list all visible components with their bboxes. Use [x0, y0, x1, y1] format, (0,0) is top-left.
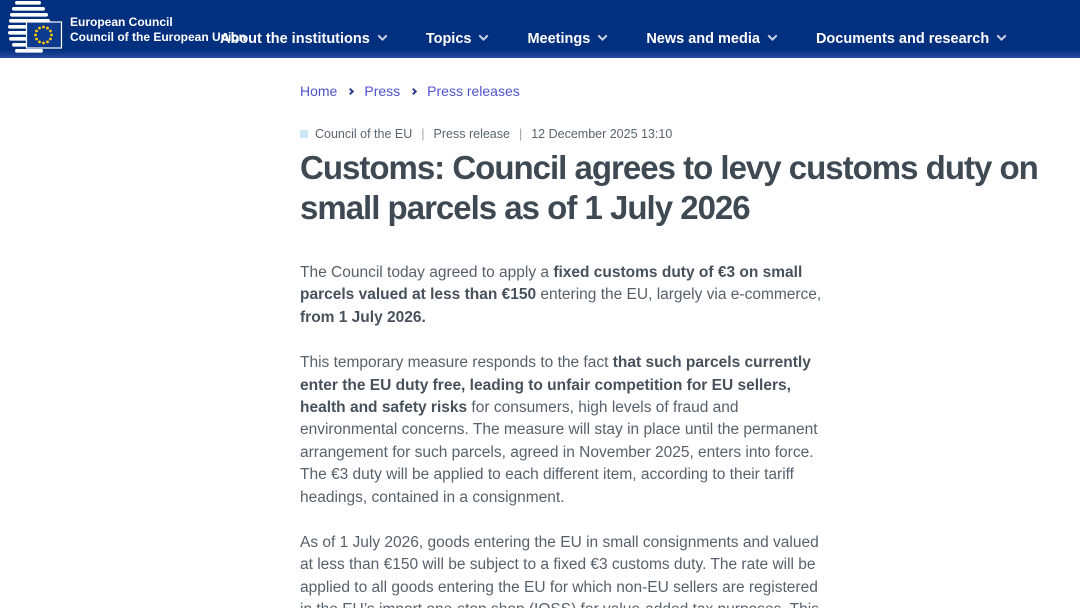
site-header: European Council Council of the European… [0, 0, 1080, 58]
nav-item-topics[interactable]: Topics [425, 31, 489, 47]
article-paragraph: As of 1 July 2026, goods entering the EU… [300, 534, 819, 608]
logo-text: European Council Council of the European… [70, 0, 246, 57]
meta-category: Press release [433, 127, 510, 141]
council-logo[interactable]: European Council Council of the European… [6, 0, 246, 57]
breadcrumb-home[interactable]: Home [300, 83, 338, 99]
nav-item-label: Documents and research [815, 31, 990, 47]
breadcrumb-chevron-icon [410, 87, 418, 95]
meta-separator: | [421, 127, 425, 141]
breadcrumb-press-releases[interactable]: Press releases [427, 83, 520, 99]
article-paragraph: The Council today agreed to apply a fixe… [300, 264, 822, 326]
chevron-down-icon [996, 31, 1007, 42]
council-lantern-icon [8, 1, 63, 53]
chevron-down-icon [767, 31, 778, 42]
eu-flag-stars [34, 25, 53, 45]
nav-item-label: News and media [646, 31, 760, 47]
page-content: Home Press Press releases Council of the… [0, 83, 1080, 608]
logo-line-2: Council of the European Union [70, 30, 246, 44]
nav-item-label: Topics [425, 31, 472, 47]
nav-item-about-the-institutions[interactable]: About the institutions [220, 31, 388, 47]
main-nav: About the institutions Topics Meetings N… [220, 31, 1007, 47]
breadcrumb-chevron-icon [347, 87, 355, 95]
chevron-down-icon [597, 31, 608, 42]
nav-item-label: Meetings [527, 31, 591, 47]
article-meta: Council of the EU | Press release | 12 D… [300, 127, 1080, 141]
breadcrumb-press[interactable]: Press [364, 83, 401, 99]
nav-item-label: About the institutions [220, 31, 370, 47]
article-paragraph: This temporary measure responds to the f… [300, 354, 818, 506]
source-square-icon [300, 130, 308, 138]
meta-separator: | [518, 127, 523, 141]
page-title: Customs: Council agrees to levy customs … [300, 149, 1039, 226]
nav-item-documents-and-research[interactable]: Documents and research [815, 31, 1007, 47]
nav-item-news-and-media[interactable]: News and media [646, 31, 778, 47]
meta-source: Council of the EU [315, 127, 413, 141]
article-body: The Council today agreed to apply a fixe… [300, 262, 828, 608]
breadcrumb: Home Press Press releases [300, 83, 1080, 99]
chevron-down-icon [377, 31, 388, 42]
meta-date: 12 December 2025 13:10 [531, 127, 673, 141]
eu-flag-icon [25, 21, 63, 49]
logo-line-1: European Council [70, 15, 173, 29]
nav-item-meetings[interactable]: Meetings [527, 31, 608, 47]
chevron-down-icon [479, 31, 489, 42]
